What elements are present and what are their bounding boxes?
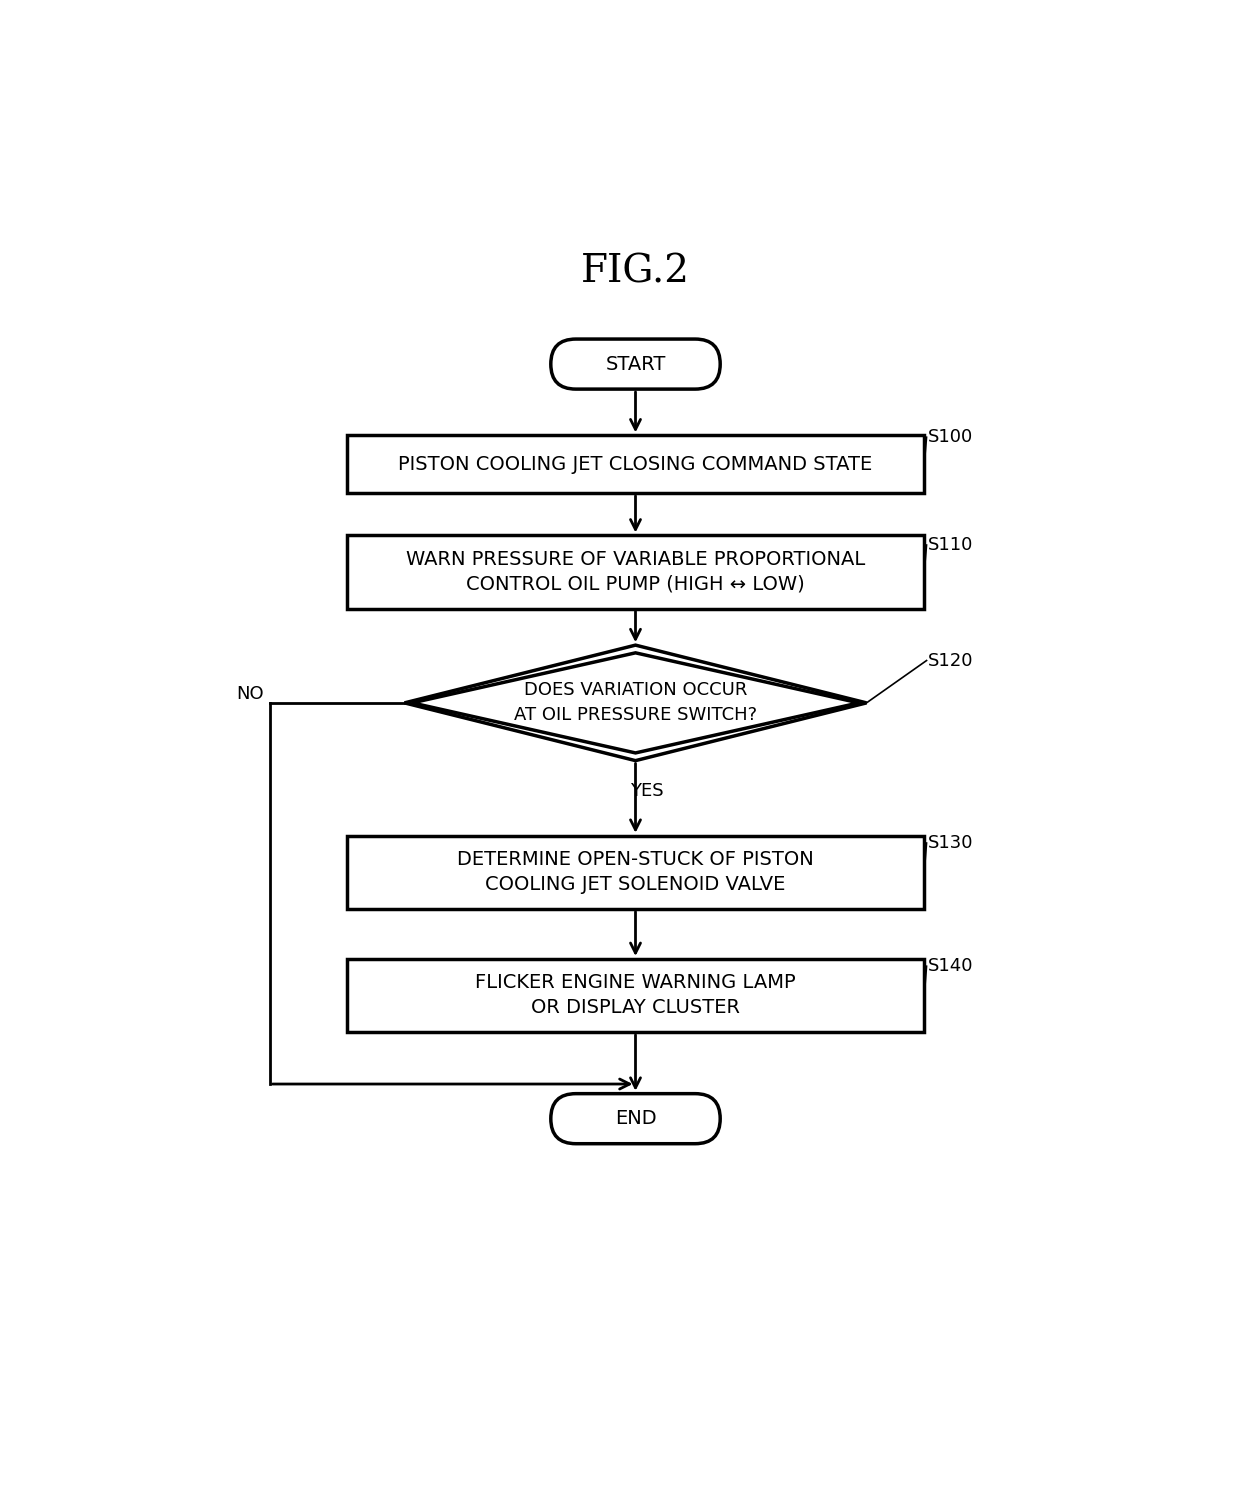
Text: S100: S100 bbox=[928, 429, 973, 447]
Text: FIG.2: FIG.2 bbox=[582, 252, 689, 290]
Text: END: END bbox=[615, 1109, 656, 1128]
FancyBboxPatch shape bbox=[347, 535, 924, 608]
FancyBboxPatch shape bbox=[551, 339, 720, 388]
Text: PISTON COOLING JET CLOSING COMMAND STATE: PISTON COOLING JET CLOSING COMMAND STATE bbox=[398, 454, 873, 474]
Text: YES: YES bbox=[630, 783, 663, 801]
Polygon shape bbox=[404, 645, 867, 760]
Text: START: START bbox=[605, 354, 666, 374]
Text: NO: NO bbox=[236, 684, 264, 702]
Text: FLICKER ENGINE WARNING LAMP
OR DISPLAY CLUSTER: FLICKER ENGINE WARNING LAMP OR DISPLAY C… bbox=[475, 974, 796, 1017]
Text: S130: S130 bbox=[928, 834, 973, 852]
Text: WARN PRESSURE OF VARIABLE PROPORTIONAL
CONTROL OIL PUMP (HIGH ↔ LOW): WARN PRESSURE OF VARIABLE PROPORTIONAL C… bbox=[405, 550, 866, 595]
Text: DETERMINE OPEN-STUCK OF PISTON
COOLING JET SOLENOID VALVE: DETERMINE OPEN-STUCK OF PISTON COOLING J… bbox=[458, 850, 813, 895]
Text: DOES VARIATION OCCUR
AT OIL PRESSURE SWITCH?: DOES VARIATION OCCUR AT OIL PRESSURE SWI… bbox=[513, 681, 758, 725]
FancyBboxPatch shape bbox=[347, 835, 924, 908]
Text: S140: S140 bbox=[928, 958, 973, 976]
FancyBboxPatch shape bbox=[347, 435, 924, 493]
FancyBboxPatch shape bbox=[551, 1094, 720, 1144]
Text: S120: S120 bbox=[928, 651, 973, 669]
Text: S110: S110 bbox=[928, 536, 973, 554]
FancyBboxPatch shape bbox=[347, 959, 924, 1032]
